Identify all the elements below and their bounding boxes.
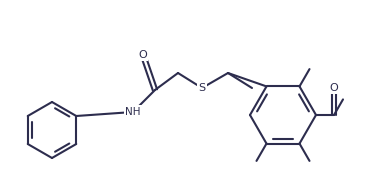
Text: O: O <box>139 50 147 60</box>
Text: S: S <box>199 83 205 93</box>
Text: NH: NH <box>125 107 141 117</box>
Text: O: O <box>330 83 338 93</box>
